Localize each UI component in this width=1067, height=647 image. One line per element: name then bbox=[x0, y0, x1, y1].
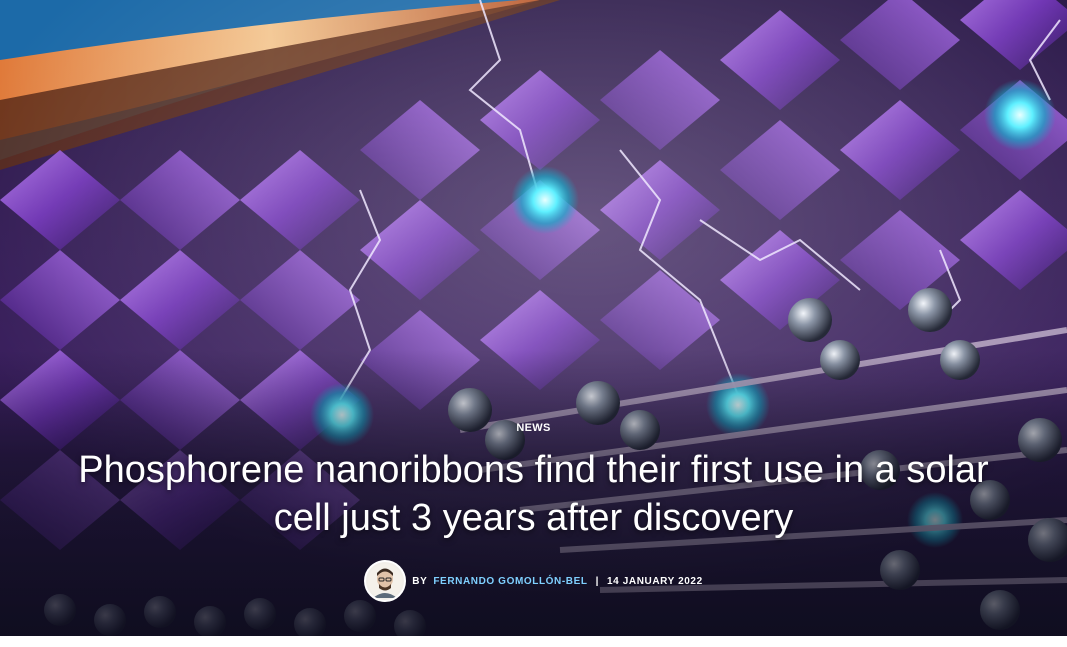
byline: BY FERNANDO GOMOLLÓN-BEL | 14 JANUARY 20… bbox=[0, 560, 1067, 602]
author-avatar[interactable] bbox=[364, 560, 407, 602]
article-title: Phosphorene nanoribbons find their first… bbox=[78, 449, 989, 539]
category-tag-news[interactable]: NEWS bbox=[516, 422, 551, 434]
publish-date: 14 JANUARY 2022 bbox=[607, 575, 703, 587]
author-link[interactable]: FERNANDO GOMOLLÓN-BEL bbox=[433, 575, 588, 587]
page-background-strip bbox=[0, 636, 1067, 647]
author-avatar-icon bbox=[368, 564, 403, 598]
byline-separator: | bbox=[595, 575, 600, 587]
headline-block: NEWS Phosphorene nanoribbons find their … bbox=[0, 418, 1067, 602]
byline-prefix: BY bbox=[412, 575, 428, 587]
